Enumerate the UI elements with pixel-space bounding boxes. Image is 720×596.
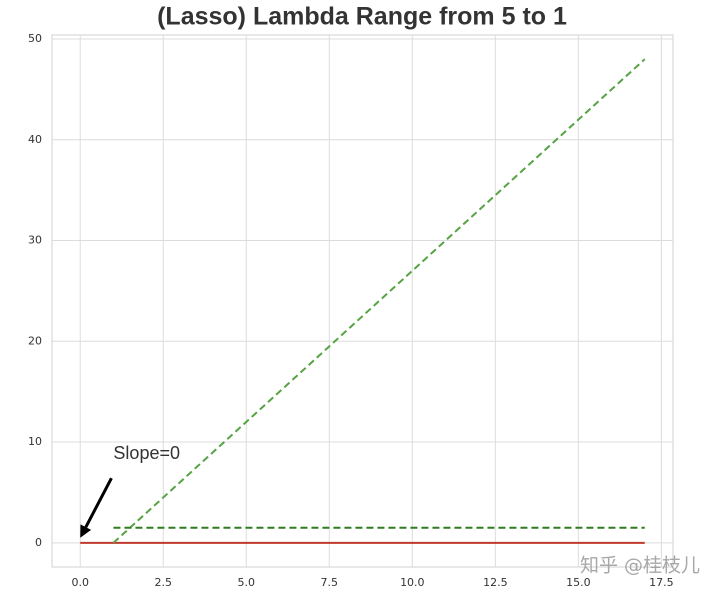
line — [112, 58, 646, 544]
chart-title: (Lasso) Lambda Range from 5 to 1 — [157, 3, 567, 31]
x-tick-label: 7.5 — [321, 576, 339, 589]
x-tick-label: 0.0 — [71, 576, 89, 589]
annotation-arrowhead — [80, 524, 92, 538]
y-tick-label: 30 — [28, 234, 42, 247]
x-tick-label: 2.5 — [154, 576, 172, 589]
y-tick-label: 0 — [35, 536, 42, 549]
x-tick-label: 12.5 — [483, 576, 508, 589]
y-tick-label: 10 — [28, 435, 42, 448]
plot-area — [51, 34, 674, 568]
y-tick-label: 40 — [28, 133, 42, 146]
annotation-arrow — [84, 477, 113, 528]
y-tick-label: 50 — [28, 32, 42, 45]
x-tick-label: 15.0 — [566, 576, 591, 589]
annotation: Slope=0 — [113, 443, 180, 463]
x-tick-label: 17.5 — [649, 576, 674, 589]
x-tick-label: 5.0 — [238, 576, 256, 589]
watermark: 知乎 @桂枝儿 — [580, 555, 700, 577]
y-tick-label: 20 — [28, 334, 42, 347]
x-tick-label: 10.0 — [400, 576, 425, 589]
